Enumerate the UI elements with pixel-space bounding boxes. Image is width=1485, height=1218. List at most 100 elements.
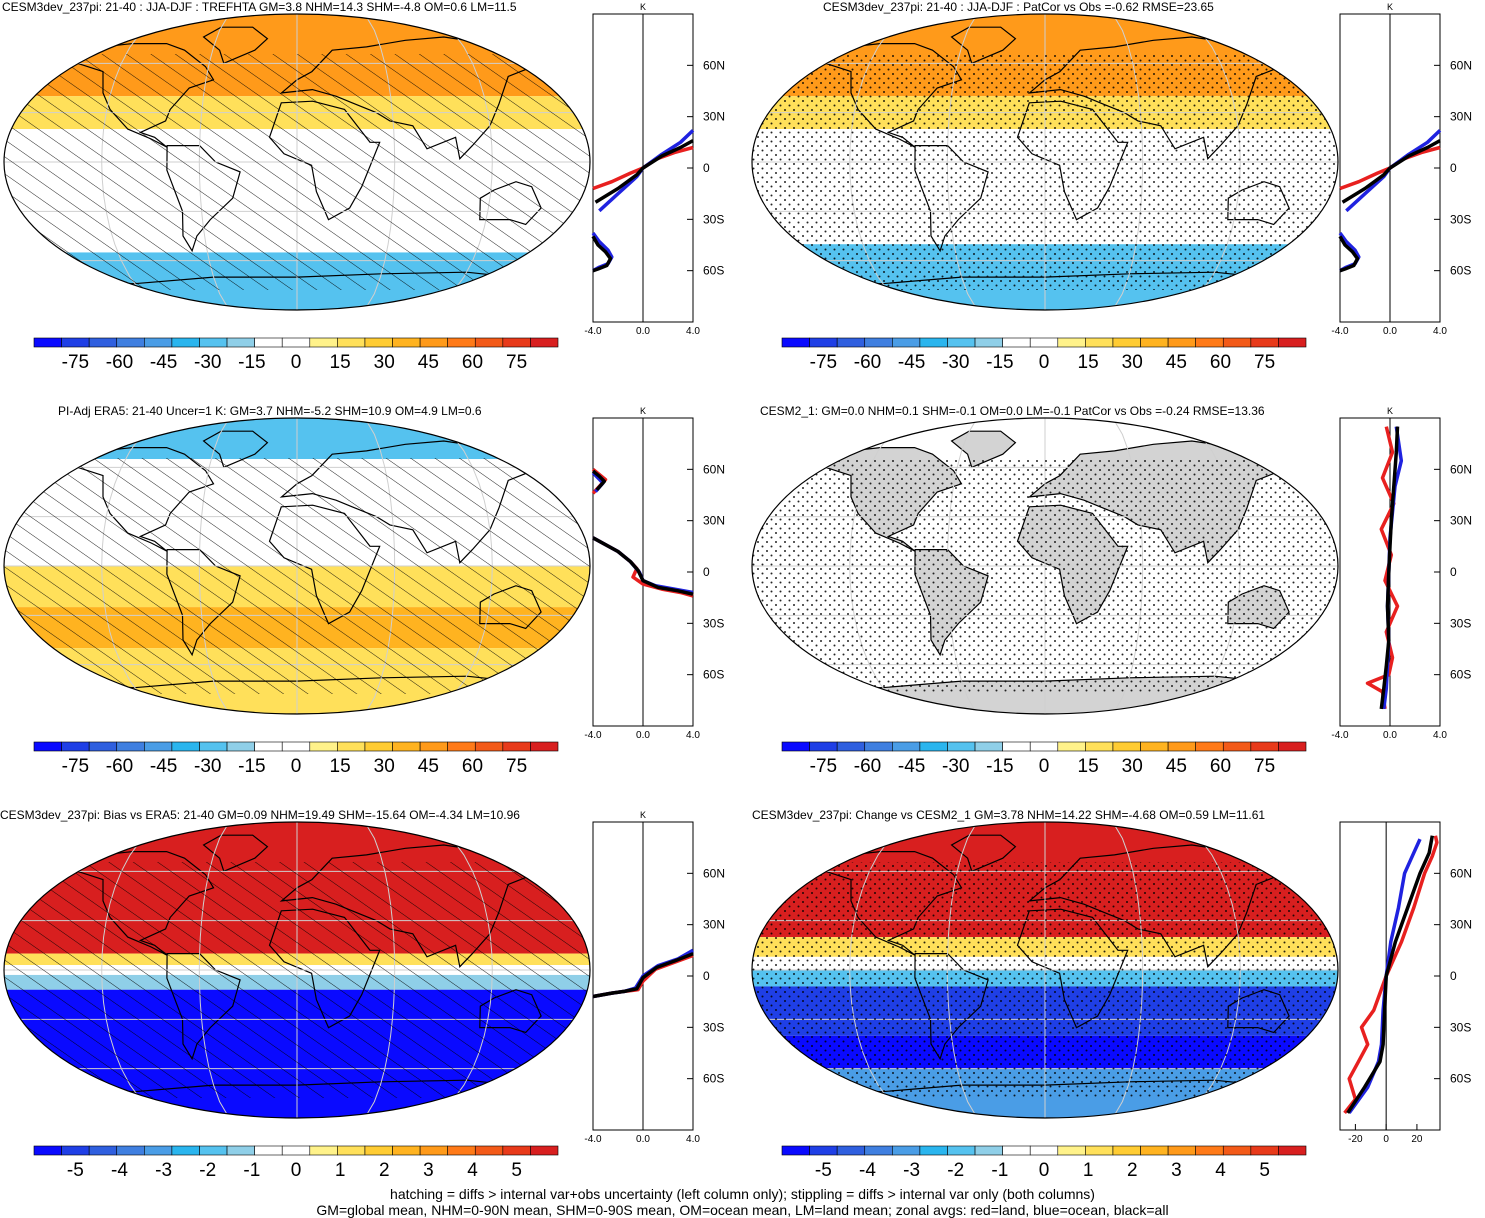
colorbar-swatch (502, 1145, 531, 1156)
colorbar-swatch (836, 741, 866, 752)
colorbar-label: -45 (150, 756, 177, 777)
colorbar-swatch (337, 741, 366, 752)
zonal-ytick-label: 0 (1450, 565, 1457, 579)
colorbar-swatch (281, 741, 311, 752)
zonal-xtick-label: 0.0 (636, 730, 650, 741)
map (752, 418, 1338, 714)
zonal-ytick-label: 60N (703, 866, 725, 880)
zonal-ytick-label: 30S (703, 1020, 724, 1034)
panel-title: PI-Adj ERA5: 21-40 Uncer=1 K: GM=3.7 NHM… (58, 404, 482, 418)
zonal-ytick-label: 60N (703, 58, 725, 72)
colorbar-label: 45 (1166, 756, 1187, 777)
colorbar-swatch (1029, 1145, 1059, 1156)
zonal-unit-label: K (640, 406, 646, 416)
colorbar-swatch (1085, 741, 1114, 752)
colorbar-swatch (144, 1145, 173, 1156)
colorbar-label: 75 (506, 352, 527, 373)
colorbar-label: 5 (1259, 1160, 1270, 1181)
zonal-ytick-label: 0 (1450, 969, 1457, 983)
zonal-ytick-label: 60S (1450, 1072, 1471, 1086)
colorbar-swatch (1057, 1145, 1086, 1156)
stipple-overlay (752, 54, 1338, 290)
colorbar-label: 45 (418, 756, 439, 777)
colorbar-swatch (1222, 337, 1252, 348)
colorbar-swatch (88, 741, 118, 752)
colorbar-swatch (474, 1145, 504, 1156)
zonal-unit-label: K (640, 2, 646, 12)
zonal-ytick-label: 60N (1450, 58, 1472, 72)
map-outline (751, 13, 1339, 311)
colorbar-label: -30 (194, 352, 221, 373)
colorbar-label: 75 (506, 756, 527, 777)
zonal-series-all (1338, 235, 1360, 273)
footer-line-1: hatching = diffs > internal var+obs unce… (390, 1186, 1095, 1202)
colorbar-label: -4 (111, 1160, 128, 1181)
zonal-ytick-label: 30S (1450, 1020, 1471, 1034)
colorbar-label: -4 (859, 1160, 876, 1181)
colorbar-swatch (809, 337, 838, 348)
coastline (202, 834, 269, 873)
hatch-overlay (4, 54, 590, 290)
coastline (950, 834, 1017, 873)
colorbar-label: -75 (62, 756, 89, 777)
colorbar-swatch (226, 337, 255, 348)
colorbar-swatch (171, 741, 200, 752)
zonal-ytick-label: 30N (1450, 918, 1472, 932)
zonal-ytick-label: 60N (703, 462, 725, 476)
colorbar-swatch (281, 1145, 311, 1156)
zonal-plot: K 60N 30N 0 30S 60S -4.0 0.0 4.0 (584, 810, 725, 1145)
colorbar-swatch (809, 741, 838, 752)
colorbar-swatch (1278, 1145, 1307, 1156)
colorbar-swatch (1140, 1145, 1169, 1156)
zonal-ytick-label: 60N (1450, 866, 1472, 880)
colorbar-swatch (364, 337, 393, 348)
panel-title: CESM2_1: GM=0.0 NHM=0.1 SHM=-0.1 OM=0.0 … (760, 404, 1265, 418)
colorbar-swatch (254, 1145, 283, 1156)
colorbar-label: 0 (291, 1160, 302, 1181)
colorbar-label: -45 (898, 756, 925, 777)
zonal-xtick-label: 20 (1411, 1134, 1423, 1145)
colorbar-swatch (947, 741, 976, 752)
colorbar-swatch (199, 741, 228, 752)
zonal-plot: K 60N 30N 0 30S 60S -4.0 0.0 4.0 (1331, 2, 1472, 337)
colorbar-swatch (502, 741, 531, 752)
zonal-xtick-label: -4.0 (584, 1134, 602, 1145)
colorbar-swatch (33, 1145, 62, 1156)
panel-graphics-2: -75 -60 -45 -30 -15 0 15 30 45 60 75 K 60N 30N 0 30S 60S… (3, 406, 725, 777)
zonal-ytick-label: 30S (1450, 616, 1471, 630)
map-outline (3, 821, 591, 1119)
colorbar-swatch (781, 337, 810, 348)
colorbar-swatch (447, 1145, 476, 1156)
zonal-series-all (1346, 835, 1435, 1114)
colorbar-label: 60 (1210, 352, 1231, 373)
colorbar-swatch (447, 337, 476, 348)
colorbar-swatch (226, 741, 255, 752)
colorbar: -75 -60 -45 -30 -15 0 15 30 45 60 75 (33, 337, 559, 373)
colorbar-label: -60 (854, 756, 881, 777)
colorbar-swatch (919, 741, 948, 752)
zonal-xtick-label: 0.0 (1383, 326, 1397, 337)
zonal-xtick-label: -4.0 (1331, 326, 1349, 337)
colorbar-swatch (419, 337, 448, 348)
map-outline (3, 417, 591, 715)
colorbar-label: -45 (898, 352, 925, 373)
colorbar-swatch (1195, 741, 1224, 752)
map-outline (3, 13, 591, 311)
colorbar-swatch (199, 337, 228, 348)
colorbar-label: 45 (418, 352, 439, 373)
colorbar-label: 1 (1083, 1160, 1094, 1181)
zonal-xtick-label: 0.0 (1383, 730, 1397, 741)
colorbar-swatch (919, 1145, 948, 1156)
colorbar-label: -15 (986, 756, 1013, 777)
zonal-ytick-label: 30S (703, 616, 724, 630)
colorbar-swatch (864, 337, 893, 348)
colorbar-swatch (61, 741, 90, 752)
colorbar-swatch (1167, 1145, 1196, 1156)
colorbar-swatch (1167, 741, 1196, 752)
colorbar: -75 -60 -45 -30 -15 0 15 30 45 60 75 (33, 741, 559, 777)
panel-graphics-0: -75 -60 -45 -30 -15 0 15 30 45 60 75 K 60N 30N 0 30S 60S… (3, 2, 725, 373)
colorbar-swatch (1085, 1145, 1114, 1156)
zonal-xtick-label: 4.0 (686, 1134, 700, 1145)
colorbar-label: -2 (947, 1160, 964, 1181)
